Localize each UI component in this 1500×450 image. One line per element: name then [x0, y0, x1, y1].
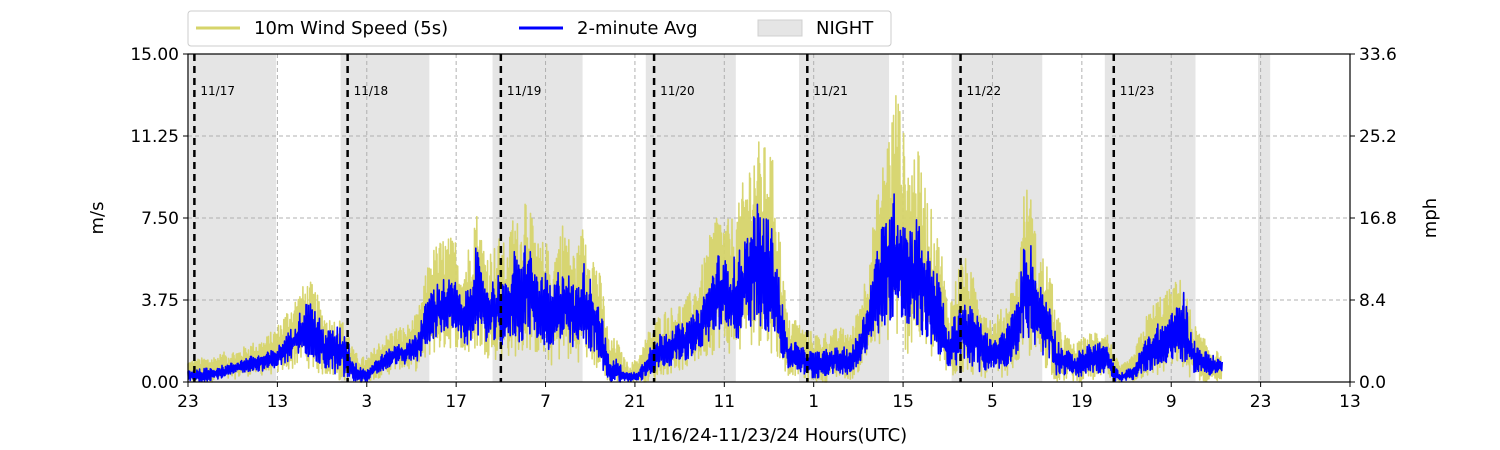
x-tick-label: 5: [987, 392, 998, 412]
y-tick-label-left: 3.75: [141, 291, 179, 311]
series-line-2min-avg: [187, 193, 1223, 383]
y-tick-label-right: 33.6: [1359, 45, 1397, 65]
day-marker-label: 11/17: [200, 84, 235, 98]
day-marker-label: 11/18: [354, 84, 389, 98]
legend-label: NIGHT: [816, 18, 874, 39]
x-tick-label: 9: [1166, 392, 1177, 412]
y-axis-label-right: mph: [1420, 198, 1441, 238]
day-marker-label: 11/21: [813, 84, 848, 98]
day-marker-label: 11/22: [967, 84, 1002, 98]
x-tick-label: 13: [267, 392, 289, 412]
day-marker-label: 11/23: [1120, 84, 1155, 98]
day-marker-label: 11/20: [660, 84, 695, 98]
y-tick-label-left: 0.00: [141, 373, 179, 393]
x-axis-label: 11/16/24-11/23/24 Hours(UTC): [631, 425, 907, 446]
series-layer: [187, 95, 1223, 383]
legend-label: 2-minute Avg: [577, 18, 698, 39]
y-tick-label-right: 8.4: [1359, 291, 1386, 311]
day-marker-label: 11/19: [507, 84, 542, 98]
y-tick-label-right: 25.2: [1359, 127, 1397, 147]
x-tick-label: 23: [1250, 392, 1272, 412]
legend: 10m Wind Speed (5s) 2-minute Avg NIGHT: [187, 10, 892, 47]
y-tick-label-right: 16.8: [1359, 209, 1397, 229]
legend-label: 10m Wind Speed (5s): [254, 18, 448, 39]
x-tick-label: 11: [713, 392, 735, 412]
x-tick-label: 7: [540, 392, 551, 412]
x-tick-label: 13: [1339, 392, 1361, 412]
x-tick-label: 3: [361, 392, 372, 412]
y-tick-label-left: 7.50: [141, 209, 179, 229]
x-tick-label: 1: [808, 392, 819, 412]
legend-swatch: [757, 19, 803, 37]
y-tick-label-left: 15.00: [130, 45, 179, 65]
y-tick-label-left: 11.25: [130, 127, 179, 147]
x-tick-label: 23: [177, 392, 199, 412]
x-tick-label: 19: [1071, 392, 1093, 412]
y-tick-label-right: 0.0: [1359, 373, 1386, 393]
x-tick-label: 15: [892, 392, 914, 412]
day-markers: 11/17 11/18 11/19 11/20 11/21 11/22 11/23: [193, 54, 1155, 382]
axis-ticks: 23 13 3 17 7 21 11 1 15 5 19 9 23 130.003.757.5011.25…: [130, 45, 1397, 412]
y-axis-label-left: m/s: [87, 202, 108, 235]
x-tick-label: 17: [445, 392, 467, 412]
x-tick-label: 21: [624, 392, 646, 412]
